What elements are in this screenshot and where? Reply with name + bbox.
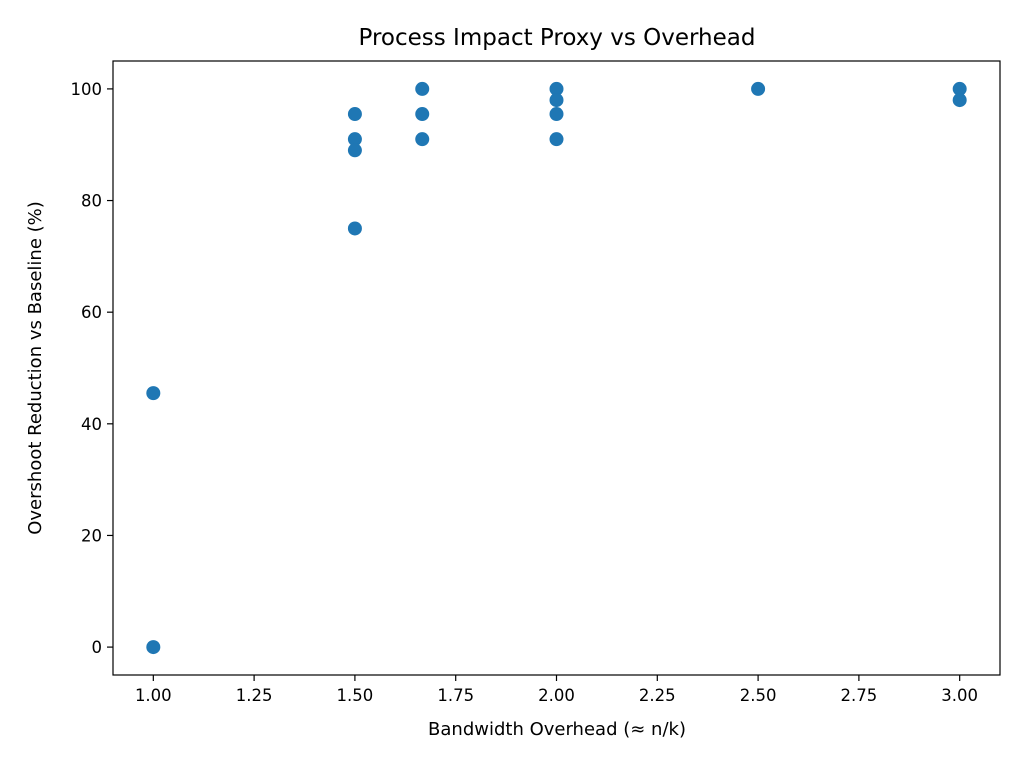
x-tick-label: 3.00 [941,686,978,705]
data-point [146,640,161,655]
data-point [415,132,430,147]
x-tick-label: 1.00 [135,686,172,705]
data-point [415,81,430,96]
data-point [549,93,564,108]
y-axis-label: Overshoot Reduction vs Baseline (%) [25,201,46,535]
y-axis: 0 20 40 60 80 100 [71,80,113,657]
y-tick-label: 100 [71,80,103,99]
y-tick-label: 80 [81,192,102,211]
data-point [549,132,564,147]
y-tick-label: 60 [81,303,102,322]
chart-title: Process Impact Proxy vs Overhead [359,25,756,51]
data-point [347,132,362,147]
x-tick-label: 2.75 [841,686,878,705]
data-point [347,221,362,236]
x-axis: 1.00 1.25 1.50 1.75 2.00 2.25 2.50 2.75 3.00 [135,675,978,705]
x-tick-label: 2.25 [639,686,676,705]
x-tick-label: 1.75 [437,686,474,705]
x-tick-label: 2.50 [740,686,777,705]
x-axis-label: Bandwidth Overhead (≈ n/k) [428,719,686,740]
data-point [415,107,430,122]
y-tick-label: 0 [92,638,103,657]
data-point [549,81,564,96]
data-points [146,81,967,655]
data-point [347,107,362,122]
x-tick-label: 1.50 [337,686,374,705]
y-tick-label: 20 [81,526,102,545]
data-point [347,143,362,158]
plot-frame [112,60,1001,676]
data-point [146,386,161,401]
data-point [952,93,967,108]
data-point [751,81,766,96]
data-point [549,107,564,122]
data-point [952,81,967,96]
x-tick-label: 1.25 [236,686,273,705]
x-tick-label: 2.00 [538,686,575,705]
y-tick-label: 40 [81,415,102,434]
